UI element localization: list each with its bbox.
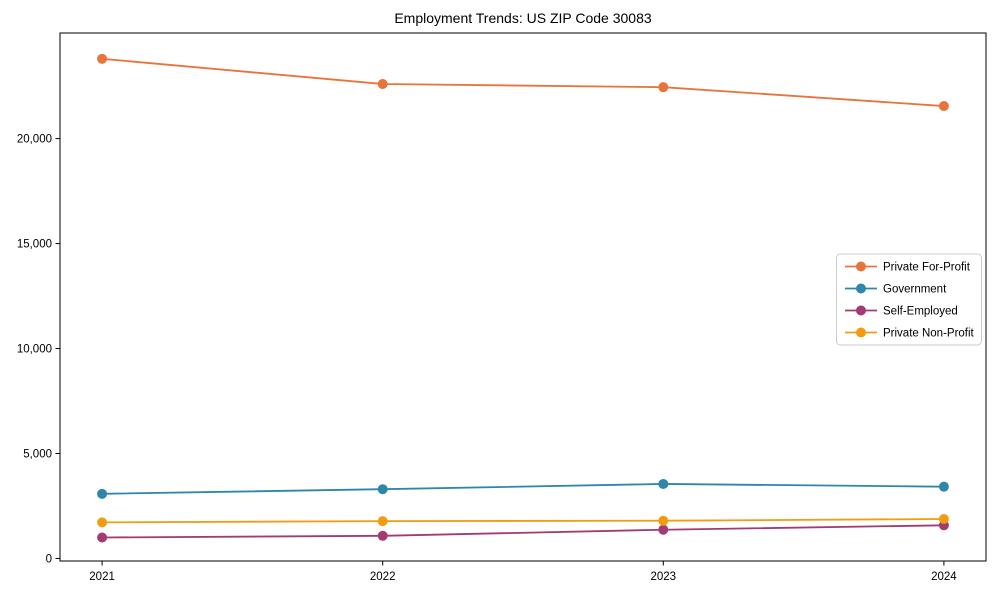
legend-label-private-non-profit: Private Non-Profit <box>883 328 975 340</box>
series-line-private-for-profit <box>101 57 945 107</box>
legend-entry-self-employed: Self-Employed <box>845 305 958 318</box>
data-point-private-for-profit-2022 <box>377 79 388 90</box>
data-point-self-employed-2023 <box>658 524 669 535</box>
legend-label-self-employed: Self-Employed <box>883 306 958 318</box>
legend-label-private-for-profit: Private For-Profit <box>883 262 971 274</box>
x-tick-label: 2023 <box>651 571 677 583</box>
series-line-government <box>101 483 945 495</box>
data-point-private-non-profit-2021 <box>97 517 108 528</box>
y-tick-label: 0 <box>46 553 52 565</box>
chart-title: Employment Trends: US ZIP Code 30083 <box>394 10 652 26</box>
series-self-employed <box>97 520 949 543</box>
x-tick-label: 2024 <box>931 571 957 583</box>
x-axis: 2021 2022 2023 2024 <box>89 561 957 583</box>
y-tick-label: 15,000 <box>17 239 52 251</box>
series-private-for-profit <box>97 53 949 112</box>
legend-marker-private-non-profit <box>856 327 866 338</box>
series-government <box>97 478 949 499</box>
legend-marker-self-employed <box>856 305 866 316</box>
x-tick-label: 2021 <box>89 571 115 583</box>
series-line-private-non-profit <box>101 518 945 524</box>
data-point-private-for-profit-2024 <box>938 101 949 112</box>
data-point-private-non-profit-2024 <box>938 514 949 525</box>
data-point-self-employed-2022 <box>377 530 388 541</box>
series-line-self-employed <box>101 524 945 539</box>
data-point-government-2023 <box>658 478 669 489</box>
y-axis: 0 5,000 10,000 15,000 20,000 <box>17 134 60 565</box>
data-point-private-non-profit-2022 <box>377 516 388 527</box>
legend-entry-government: Government <box>845 283 947 296</box>
data-point-government-2024 <box>938 481 949 492</box>
plot-border <box>59 32 987 562</box>
y-tick-label: 5,000 <box>23 449 52 461</box>
series-private-non-profit <box>97 514 949 528</box>
legend-entry-private-non-profit: Private Non-Profit <box>845 327 975 340</box>
legend-marker-government <box>856 283 866 294</box>
legend-entry-private-for-profit: Private For-Profit <box>845 261 971 274</box>
plot-area: 0 5,000 10,000 15,000 20,000 2021 2022 2023 2024… <box>17 32 987 583</box>
legend-marker-private-for-profit <box>856 261 866 272</box>
x-tick-label: 2022 <box>370 571 396 583</box>
data-point-government-2022 <box>377 484 388 495</box>
data-point-private-for-profit-2023 <box>658 82 669 93</box>
y-tick-label: 10,000 <box>17 344 52 356</box>
data-point-government-2021 <box>97 488 108 499</box>
y-tick-label: 20,000 <box>17 134 52 146</box>
legend-label-government: Government <box>883 284 947 296</box>
legend: Private For-Profit Government Self-Employe… <box>836 253 982 346</box>
data-point-private-non-profit-2023 <box>658 515 669 526</box>
legend-box <box>836 253 982 346</box>
data-point-private-for-profit-2021 <box>97 53 108 64</box>
data-point-self-employed-2021 <box>97 532 108 543</box>
